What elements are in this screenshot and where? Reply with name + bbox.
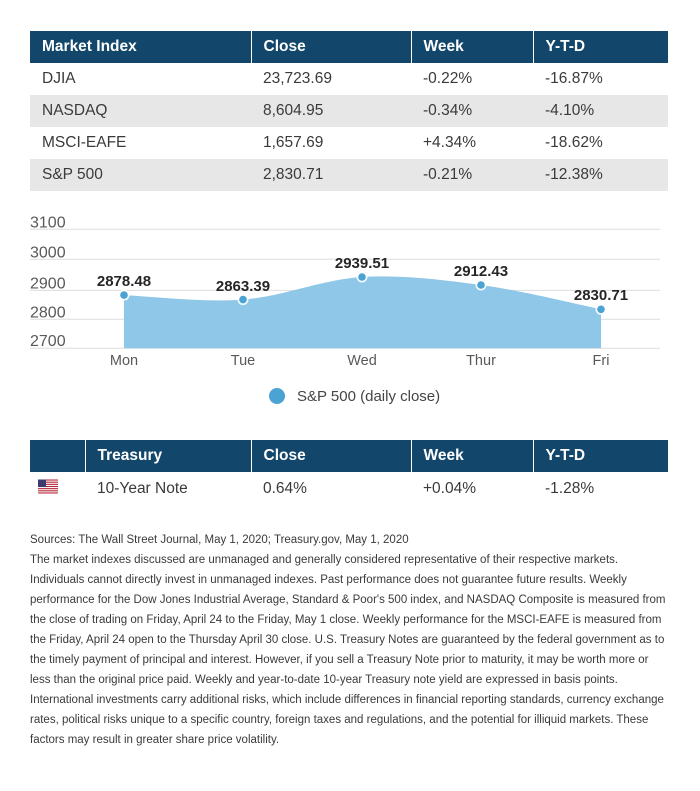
svg-text:2878.48: 2878.48 (97, 273, 151, 290)
svg-text:2939.51: 2939.51 (335, 255, 389, 272)
svg-text:2830.71: 2830.71 (574, 287, 628, 304)
svg-text:Thur: Thur (466, 353, 496, 369)
svg-text:3100: 3100 (30, 214, 66, 231)
svg-text:2700: 2700 (30, 333, 66, 350)
svg-text:2900: 2900 (30, 275, 66, 292)
svg-text:Mon: Mon (110, 353, 138, 369)
svg-text:2912.43: 2912.43 (454, 263, 508, 280)
svg-text:Fri: Fri (593, 353, 610, 369)
svg-text:S&P 500 (daily close): S&P 500 (daily close) (297, 388, 440, 405)
svg-text:2800: 2800 (30, 304, 66, 321)
svg-text:Tue: Tue (231, 353, 255, 369)
svg-text:Wed: Wed (347, 353, 377, 369)
svg-text:2863.39: 2863.39 (216, 278, 270, 295)
svg-text:3000: 3000 (30, 244, 66, 261)
